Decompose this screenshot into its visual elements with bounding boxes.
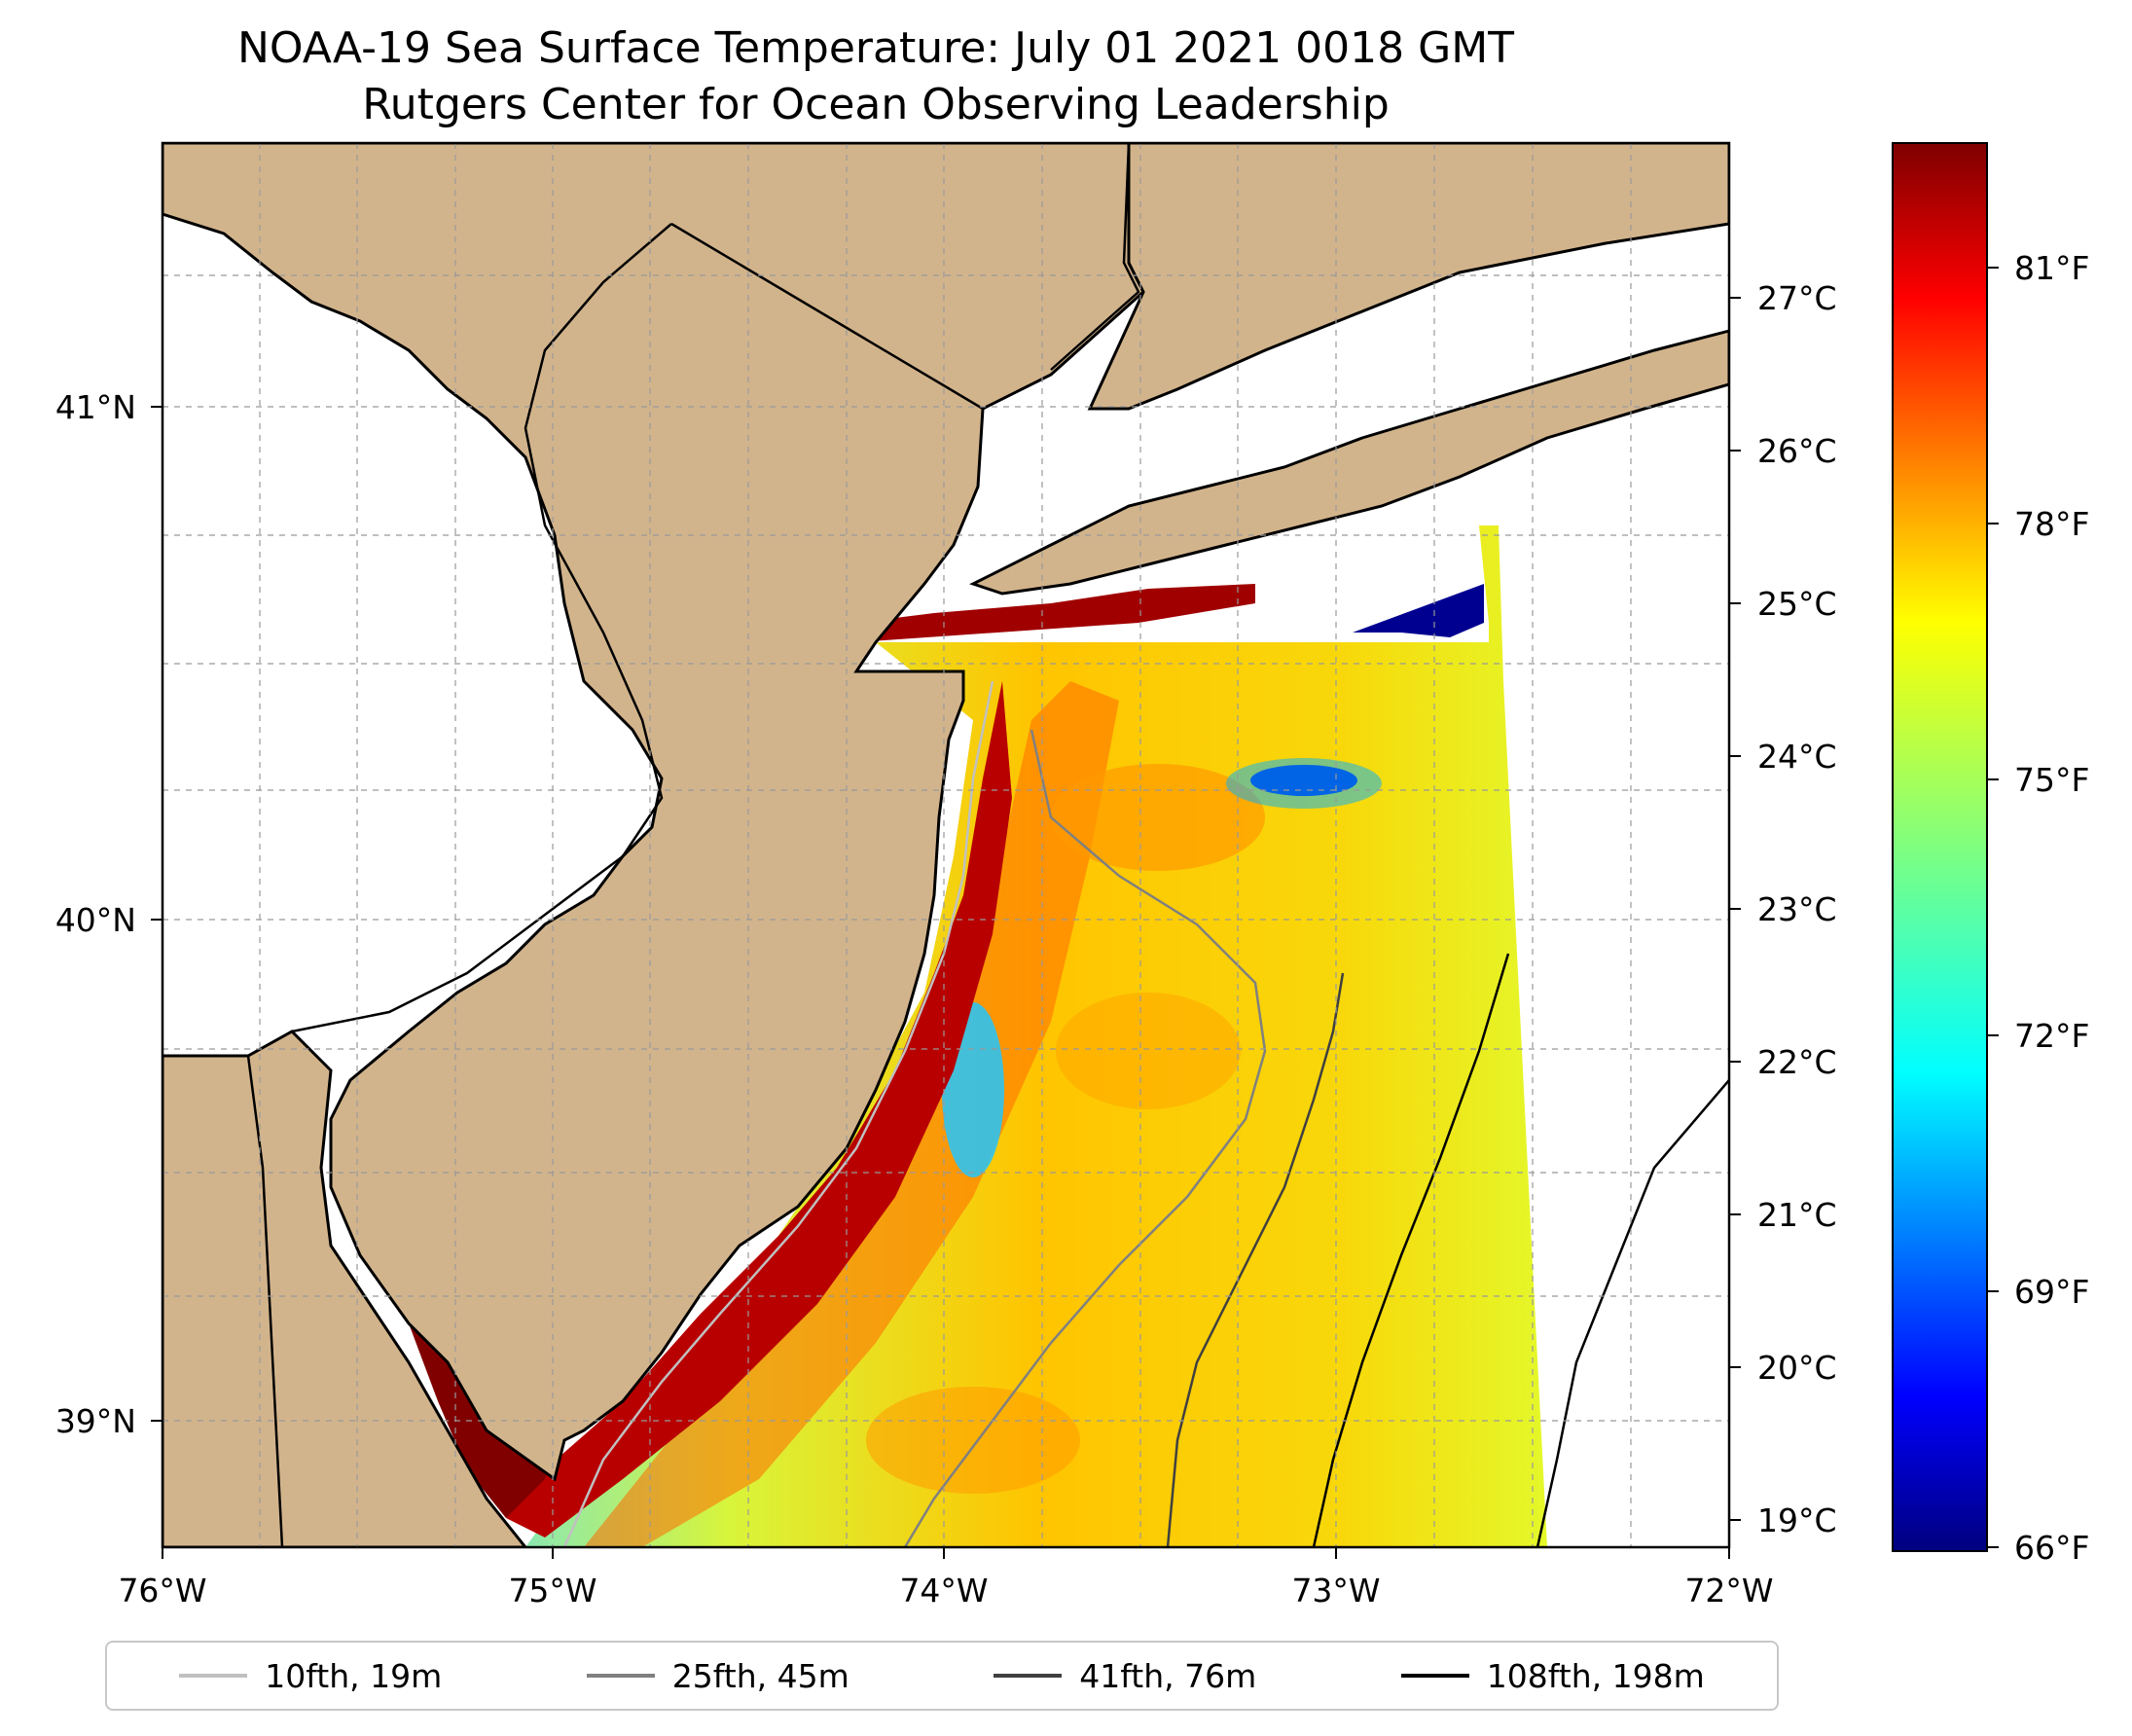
fahrenheit-tick-label: 81°F — [2014, 249, 2089, 287]
legend-label: 25fth, 45m — [671, 1656, 849, 1695]
legend-item-108fth: 108fth, 198m — [1400, 1656, 1705, 1695]
sst-warm-patch — [1051, 764, 1265, 871]
contour-10fth — [562, 680, 994, 1547]
contour-41fth — [1166, 972, 1345, 1547]
celsius-tick-label: 23°C — [1757, 890, 1837, 928]
legend-item-10fth: 10fth, 19m — [179, 1657, 442, 1695]
sst-coastal-hot — [856, 584, 1255, 642]
colorbar — [1892, 142, 1988, 1552]
x-tick-label: 76°W — [118, 1572, 206, 1609]
x-tick-label: 74°W — [899, 1572, 988, 1609]
y-tick-label: 40°N — [55, 901, 136, 939]
y-tick-label: 39°N — [55, 1402, 136, 1440]
sst-cold-patch-li — [1353, 584, 1484, 637]
legend-swatch — [994, 1674, 1063, 1678]
legend-label: 108fth, 198m — [1486, 1656, 1705, 1695]
celsius-tick-label: 22°C — [1757, 1043, 1837, 1081]
chart-title: NOAA-19 Sea Surface Temperature: July 01… — [236, 23, 1515, 73]
legend-label: 41fth, 76m — [1079, 1656, 1257, 1695]
colorbar-fahrenheit-ticks: 81°F 78°F 75°F 72°F 69°F 66°F — [1987, 249, 2089, 1567]
fahrenheit-tick-label: 75°F — [2014, 761, 2089, 799]
land-long-island — [969, 329, 1729, 596]
fahrenheit-tick-label: 66°F — [2014, 1529, 2089, 1567]
sst-warm-patch — [866, 1387, 1080, 1494]
colorbar-celsius-ticks: 27°C 26°C 25°C 24°C 23°C 22°C 21°C 20°C 19°C — [1729, 279, 1837, 1539]
x-axis-ticks — [162, 1547, 1730, 1559]
legend-item-25fth: 25fth, 45m — [586, 1656, 849, 1695]
x-tick-label: 75°W — [508, 1572, 596, 1609]
contour-108fth-shelf — [1536, 1079, 1729, 1547]
celsius-tick-label: 21°C — [1757, 1196, 1837, 1234]
celsius-tick-label: 19°C — [1757, 1501, 1837, 1539]
celsius-tick-label: 24°C — [1757, 738, 1837, 776]
state-border-pa-nj — [291, 223, 672, 1033]
y-axis-ticks — [151, 406, 163, 1422]
fahrenheit-tick-label: 69°F — [2014, 1273, 2089, 1311]
contour-108fth — [1312, 953, 1510, 1547]
sst-cold-halo — [1226, 758, 1382, 809]
state-border-ny-ct — [1050, 143, 1140, 371]
celsius-tick-label: 27°C — [1757, 279, 1837, 317]
legend-swatch — [1400, 1674, 1469, 1678]
contour-legend: 10fth, 19m 25fth, 45m 41fth, 76m 108fth,… — [105, 1641, 1779, 1711]
map-area — [163, 143, 1729, 1547]
land-connecticut — [1087, 143, 1729, 411]
land-mainland — [163, 143, 1145, 1482]
legend-swatch — [179, 1674, 248, 1678]
state-border-ny-nj — [670, 222, 984, 411]
legend-item-41fth: 41fth, 76m — [994, 1657, 1256, 1695]
legend-label: 10fth, 19m — [265, 1656, 443, 1695]
map-frame — [161, 141, 1731, 1549]
legend-swatch — [586, 1674, 655, 1678]
y-tick-label: 41°N — [55, 388, 136, 426]
x-tick-label: 72°W — [1684, 1572, 1773, 1609]
state-border-de — [163, 1054, 284, 1547]
map-gridlines — [163, 143, 1729, 1547]
sst-warm-patch — [1056, 993, 1241, 1109]
chart-subtitle: Rutgers Center for Ocean Observing Leade… — [362, 80, 1390, 129]
celsius-tick-label: 20°C — [1757, 1349, 1837, 1387]
fahrenheit-tick-label: 78°F — [2014, 505, 2089, 543]
x-tick-label: 73°W — [1291, 1572, 1380, 1609]
sst-coastal-hot-nj — [506, 681, 1012, 1537]
sst-nearshore-warm — [584, 681, 1119, 1547]
celsius-tick-label: 26°C — [1757, 432, 1837, 470]
celsius-tick-label: 25°C — [1757, 585, 1837, 623]
fahrenheit-tick-label: 72°F — [2014, 1017, 2089, 1055]
